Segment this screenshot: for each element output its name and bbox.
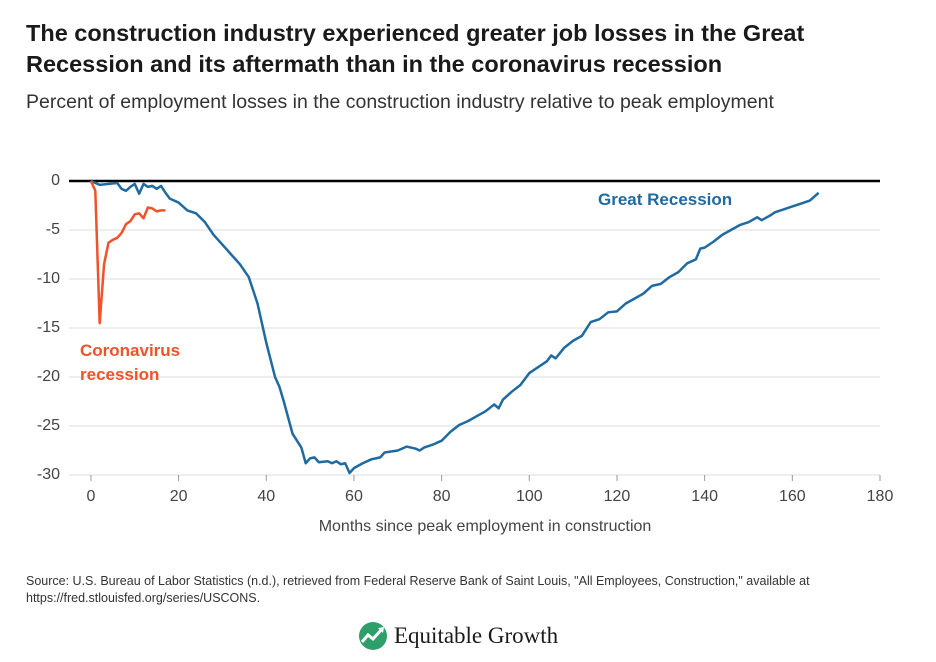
x-tick-label: 60 [345, 488, 363, 505]
y-tick-label: -25 [37, 417, 60, 434]
series-line [89, 180, 166, 325]
chart-subtitle: Percent of employment losses in the cons… [26, 91, 774, 113]
chart-title: The construction industry experienced gr… [26, 20, 805, 77]
x-tick-label: 180 [867, 488, 894, 505]
x-tick-label: 40 [257, 488, 275, 505]
x-axis-label: Months since peak employment in construc… [319, 518, 652, 535]
x-tick-label: 20 [170, 488, 188, 505]
series-line [90, 179, 820, 475]
x-tick-label: 120 [604, 488, 631, 505]
series-label: Great Recession [598, 190, 733, 209]
y-tick-label: -20 [37, 368, 60, 385]
x-tick-label: 100 [516, 488, 543, 505]
brand: Equitable Growth [358, 619, 558, 653]
y-tick-label: -15 [37, 319, 60, 336]
y-tick-label: -10 [37, 270, 60, 287]
source-note: Source: U.S. Bureau of Labor Statistics … [26, 574, 810, 605]
x-tick-label: 160 [779, 488, 806, 505]
series-label: Coronavirus recession [80, 341, 181, 384]
x-tick-label: 140 [691, 488, 718, 505]
y-tick-label: 0 [51, 172, 60, 189]
series-label-box: Great Recession [598, 190, 733, 209]
brand-name: Equitable Growth [394, 623, 559, 648]
chart: Months since peak employment in construc… [37, 172, 894, 535]
y-tick-label: -5 [46, 221, 60, 238]
x-tick-label: 0 [86, 488, 95, 505]
series-label-box: Coronavirus recession [80, 341, 181, 384]
y-tick-label: -30 [37, 466, 60, 483]
brand-icon [359, 622, 387, 650]
x-tick-label: 80 [433, 488, 451, 505]
